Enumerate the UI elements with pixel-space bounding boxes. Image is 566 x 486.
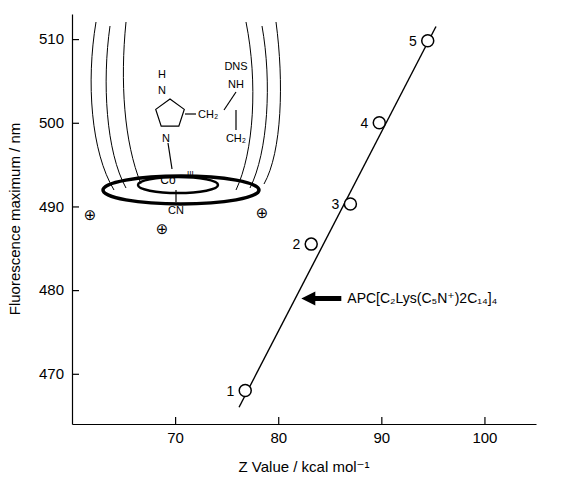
annotation-arrow [301, 291, 341, 305]
y-tick: 510 [39, 30, 79, 47]
y-tick-mark [72, 374, 79, 375]
diagram-line [123, 22, 141, 184]
porphyrin-inner [138, 177, 218, 193]
co-n-bond [168, 143, 172, 169]
inset-label: NH [228, 78, 244, 90]
inset-label: ⊕ [84, 206, 97, 223]
y-tick-mark [72, 39, 79, 40]
x-tick-label: 80 [270, 429, 287, 446]
point-label: 5 [409, 33, 417, 49]
ch2-ch2-bond [235, 110, 236, 130]
co-cn-bond [175, 190, 176, 202]
inset-label: N [158, 84, 166, 96]
x-tick-label: 70 [167, 429, 184, 446]
x-tick-mark [484, 417, 485, 424]
y-tick-label: 480 [39, 281, 64, 298]
y-tick: 490 [39, 198, 79, 215]
chart: 70 80 90 100 470 480 490 500 510 Z Value / kcal m… [0, 0, 566, 486]
x-axis: 70 80 90 100 [73, 417, 537, 446]
data-point [422, 35, 434, 47]
inset-label: ⊕ [256, 204, 269, 221]
inset-label: CH₂ [226, 132, 246, 144]
x-tick: 70 [167, 417, 184, 446]
inset-label: Co [160, 173, 176, 187]
diagram-line [250, 26, 267, 188]
diagram-line [264, 22, 280, 184]
x-tick-mark [278, 417, 279, 424]
y-tick-label: 490 [39, 198, 64, 215]
inset-label: CH₂ [198, 108, 218, 120]
y-tick: 500 [39, 114, 79, 131]
data-point [344, 198, 356, 210]
x-tick: 80 [270, 417, 287, 446]
plot-area [239, 27, 436, 408]
y-tick-mark [72, 123, 79, 124]
data-point [373, 117, 385, 129]
point-label: 2 [292, 236, 300, 252]
imidazole-ring [156, 99, 185, 126]
annotation: APC[C₂Lys(C₅N⁺)2C₁₄]₄ [347, 290, 497, 306]
point-label: 1 [226, 383, 234, 399]
inset-label: DNS [224, 60, 247, 72]
fit-line [239, 27, 436, 408]
x-axis-line [73, 424, 537, 425]
data-point [239, 385, 251, 397]
y-axis-line [72, 15, 73, 425]
inset-label: ⊕ [156, 220, 169, 237]
x-tick: 90 [373, 417, 390, 446]
point-label: 3 [332, 196, 340, 212]
inset-label: N [162, 132, 170, 144]
inset-label: CN [168, 204, 184, 216]
y-tick-mark [72, 206, 79, 207]
diagram-line [106, 26, 126, 188]
y-tick-label: 470 [39, 365, 64, 382]
x-tick-mark [175, 417, 176, 424]
ring-ch2-bond [185, 113, 196, 114]
y-axis: 470 480 490 500 510 [39, 15, 79, 425]
x-tick-mark [381, 417, 382, 424]
y-tick-mark [72, 290, 79, 291]
ch2-nh-bond [224, 92, 236, 110]
y-tick: 480 [39, 281, 79, 298]
y-axis-title: Fluorescence maximum / nm [6, 123, 23, 316]
inset-label: III [187, 169, 194, 178]
inset-label: H [158, 68, 166, 80]
diagram-line [236, 22, 253, 190]
point-label: 4 [360, 115, 368, 131]
x-tick: 100 [472, 417, 497, 446]
x-axis-title: Z Value / kcal mol⁻¹ [238, 458, 369, 475]
x-tick-label: 90 [373, 429, 390, 446]
y-tick-label: 500 [39, 114, 64, 131]
data-point [305, 238, 317, 250]
x-tick-label: 100 [472, 429, 497, 446]
diagram-line [91, 22, 114, 190]
y-tick-label: 510 [39, 30, 64, 47]
porphyrin-outer [103, 176, 259, 204]
inset-diagram: HNNCH₂CH₂NHDNSCoIIICN⊕⊕⊕ [84, 22, 281, 237]
y-tick: 470 [39, 365, 79, 382]
